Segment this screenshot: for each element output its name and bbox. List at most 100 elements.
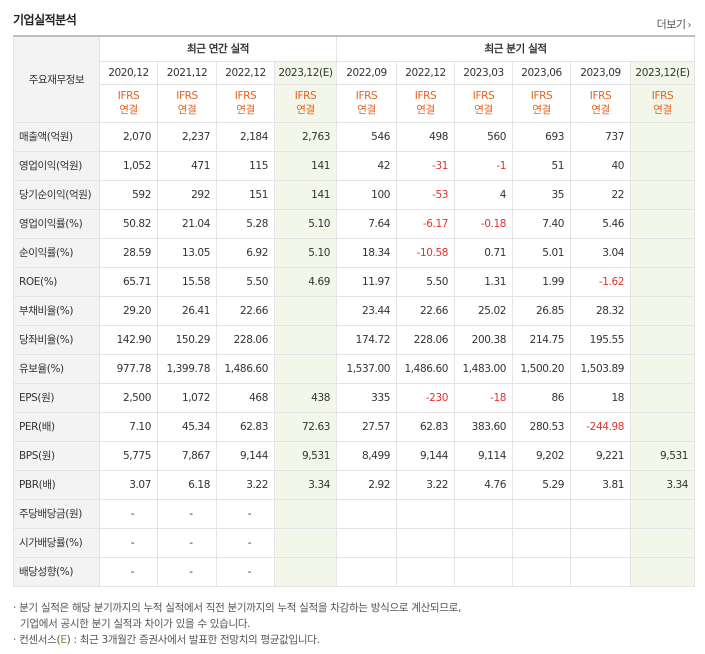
row-header: 주요재무정보 [13,35,100,123]
table-cell: 5.01 [512,237,572,268]
table-cell: 383.60 [454,411,514,442]
consolidation-type: 연결 [653,104,672,116]
table-cell: 5,775 [99,440,158,471]
table-row: 배당성향(%) - - - [13,556,696,587]
footnotes: · 분기 실적은 해당 분기까지의 누적 실적에서 직전 분기까지의 누적 실적… [13,600,461,648]
row-label: 주당배당금(원) [13,498,100,529]
table-cell: 9,531 [273,440,338,471]
table-cell: -53 [396,179,456,210]
table-cell [630,527,696,558]
table-cell: 151 [216,179,275,210]
table-cell: 141 [273,150,338,181]
table-cell: 28.59 [99,237,158,268]
table-row: 당좌비율(%) 142.90 150.29 228.06 174.72 228.06 200… [13,324,696,355]
table-cell: - [216,527,275,558]
period-header: 2022,12 [216,60,275,85]
row-label: 시가배당률(%) [13,527,100,558]
accounting-standard: IFRS 연결 [454,83,514,123]
table-cell: 26.85 [512,295,572,326]
section-title: 기업실적분석 [13,13,77,27]
standard-name: IFRS [530,90,553,102]
accounting-standard: IFRS 연결 [336,83,398,123]
note-line: · 컨센서스(E) : 최근 3개월간 증권사에서 발표한 전망치의 평균값입니… [13,632,461,648]
table-cell: 5.10 [273,237,338,268]
accounting-standard: IFRS 연결 [630,83,696,123]
estimate-mark: E [60,634,67,646]
row-label: 순이익률(%) [13,237,100,268]
table-cell: 977.78 [99,353,158,384]
table-cell: 18.34 [336,237,398,268]
table-cell: 228.06 [216,324,275,355]
table-cell: 6.18 [157,469,217,500]
table-cell: 26.41 [157,295,217,326]
consolidation-type: 연결 [416,104,435,116]
period-row: 2020,12 2021,12 2022,12 2023,12(E) 2022,09 20… [14,60,696,85]
table-cell [630,324,696,355]
table-cell [273,527,338,558]
table-row: 유보율(%) 977.78 1,399.78 1,486.60 1,537.00 1,48… [13,353,696,384]
table-cell: 100 [336,179,398,210]
table-cell [630,179,696,210]
table-cell: 5.50 [396,266,456,297]
table-row: ROE(%) 65.71 15.58 5.50 4.69 11.97 5.50 1.31 1.9… [13,266,696,297]
table-cell [273,353,338,384]
table-row: PBR(배) 3.07 6.18 3.22 3.34 2.92 3.22 4.76 5.29 3.… [13,469,696,500]
table-cell: 13.05 [157,237,217,268]
table-cell: 3.04 [570,237,632,268]
table-cell: 142.90 [99,324,158,355]
table-row: 매출액(억원) 2,070 2,237 2,184 2,763 546 498 560 693 7… [13,121,696,152]
table-row: EPS(원) 2,500 1,072 468 438 335 -230 -18 86 18 [13,382,696,413]
table-cell: 2.92 [336,469,398,500]
table-cell [570,556,632,587]
period-header: 2023,12(E) [273,60,338,85]
table-cell: 29.20 [99,295,158,326]
table-cell: 1,486.60 [396,353,456,384]
table-cell [336,556,398,587]
consolidation-type: 연결 [236,104,255,116]
table-cell: 195.55 [570,324,632,355]
table-row: 영업이익(억원) 1,052 471 115 141 42 -31 -1 51 40 [13,150,696,181]
more-link[interactable]: 더보기 › [656,16,692,32]
table-cell: 62.83 [216,411,275,442]
row-label: ROE(%) [13,266,100,297]
period-header: 2021,12 [157,60,217,85]
table-cell: 23.44 [336,295,398,326]
row-label: PER(배) [13,411,100,442]
consolidation-type: 연결 [119,104,138,116]
table-row: 순이익률(%) 28.59 13.05 6.92 5.10 18.34 -10.58 0.71… [13,237,696,268]
table-row: 시가배당률(%) - - - [13,527,696,558]
table-cell [630,266,696,297]
table-cell: 18 [570,382,632,413]
table-cell: 228.06 [396,324,456,355]
table-row: 당기순이익(억원) 592 292 151 141 100 -53 4 35 22 [13,179,696,210]
table-row: PER(배) 7.10 45.34 62.83 72.63 27.57 62.83 383.6… [13,411,696,442]
standard-name: IFRS [355,90,378,102]
table-cell: 1.31 [454,266,514,297]
table-row: BPS(원) 5,775 7,867 9,144 9,531 8,499 9,144 9,11… [13,440,696,471]
accounting-standard: IFRS 연결 [273,83,338,123]
table-cell: 200.38 [454,324,514,355]
standard-name: IFRS [117,90,140,102]
table-cell: 1.99 [512,266,572,297]
table-cell: - [157,527,217,558]
consolidation-type: 연결 [357,104,376,116]
table-cell: 546 [336,121,398,152]
row-label: 당좌비율(%) [13,324,100,355]
table-cell: 5.46 [570,208,632,239]
table-cell [630,121,696,152]
table-cell: 27.57 [336,411,398,442]
more-label: 더보기 [656,18,686,31]
note-line: · 분기 실적은 해당 분기까지의 누적 실적에서 직전 분기까지의 누적 실적… [13,602,462,614]
accounting-standard: IFRS 연결 [396,83,456,123]
table-cell: 40 [570,150,632,181]
table-cell: - [157,498,217,529]
table-cell [630,237,696,268]
table-cell [570,527,632,558]
table-body: 매출액(억원) 2,070 2,237 2,184 2,763 546 498 560 693 7… [13,121,696,587]
table-cell: 560 [454,121,514,152]
table-cell: 150.29 [157,324,217,355]
table-cell [454,498,514,529]
standard-name: IFRS [414,90,437,102]
table-row: 영업이익률(%) 50.82 21.04 5.28 5.10 7.64 -6.17 -0.18… [13,208,696,239]
table-cell: 45.34 [157,411,217,442]
